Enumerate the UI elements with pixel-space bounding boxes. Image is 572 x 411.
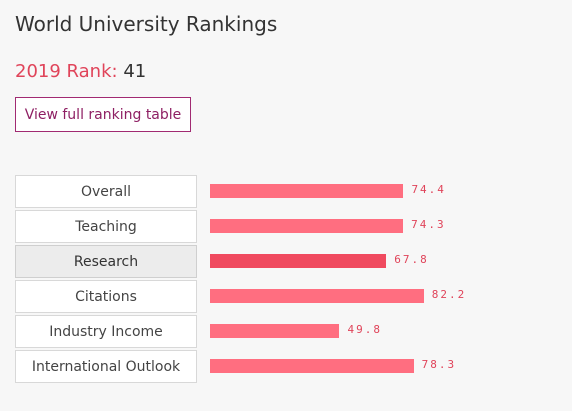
metric-row-citations: Citations 82.2 xyxy=(15,280,555,315)
metric-row-international-outlook: International Outlook 78.3 xyxy=(15,350,555,385)
rank-label: 2019 Rank: xyxy=(15,61,118,82)
metric-list: Overall 74.4 Teaching 74.3 Research 67.8… xyxy=(15,175,555,385)
metric-button-teaching[interactable]: Teaching xyxy=(15,210,197,243)
metric-button-overall[interactable]: Overall xyxy=(15,175,197,208)
metric-row-teaching: Teaching 74.3 xyxy=(15,210,555,245)
metric-button-international-outlook[interactable]: International Outlook xyxy=(15,350,197,383)
score-label-industry-income: 49.8 xyxy=(347,323,382,336)
score-label-citations: 82.2 xyxy=(431,288,467,301)
metric-row-industry-income: Industry Income 49.8 xyxy=(15,315,555,350)
rank-line: 2019 Rank: 41 xyxy=(15,61,146,82)
score-bar-international-outlook xyxy=(210,359,414,373)
score-label-overall: 74.4 xyxy=(411,183,446,196)
metric-button-industry-income[interactable]: Industry Income xyxy=(15,315,197,348)
metric-row-research: Research 67.8 xyxy=(15,245,555,280)
score-label-teaching: 74.3 xyxy=(411,218,446,231)
metric-row-overall: Overall 74.4 xyxy=(15,175,555,210)
score-bar-overall xyxy=(210,184,404,198)
score-bar-research xyxy=(210,254,387,268)
score-bar-citations xyxy=(210,289,424,303)
score-bar-teaching xyxy=(210,219,404,233)
view-full-ranking-button[interactable]: View full ranking table xyxy=(15,97,191,132)
widget-title: World University Rankings xyxy=(15,12,278,36)
score-bar-industry-income xyxy=(210,324,340,338)
score-label-international-outlook: 78.3 xyxy=(421,358,457,371)
score-label-research: 67.8 xyxy=(394,253,429,266)
rank-value: 41 xyxy=(123,61,147,82)
metric-button-research[interactable]: Research xyxy=(15,245,197,278)
metric-button-citations[interactable]: Citations xyxy=(15,280,197,313)
